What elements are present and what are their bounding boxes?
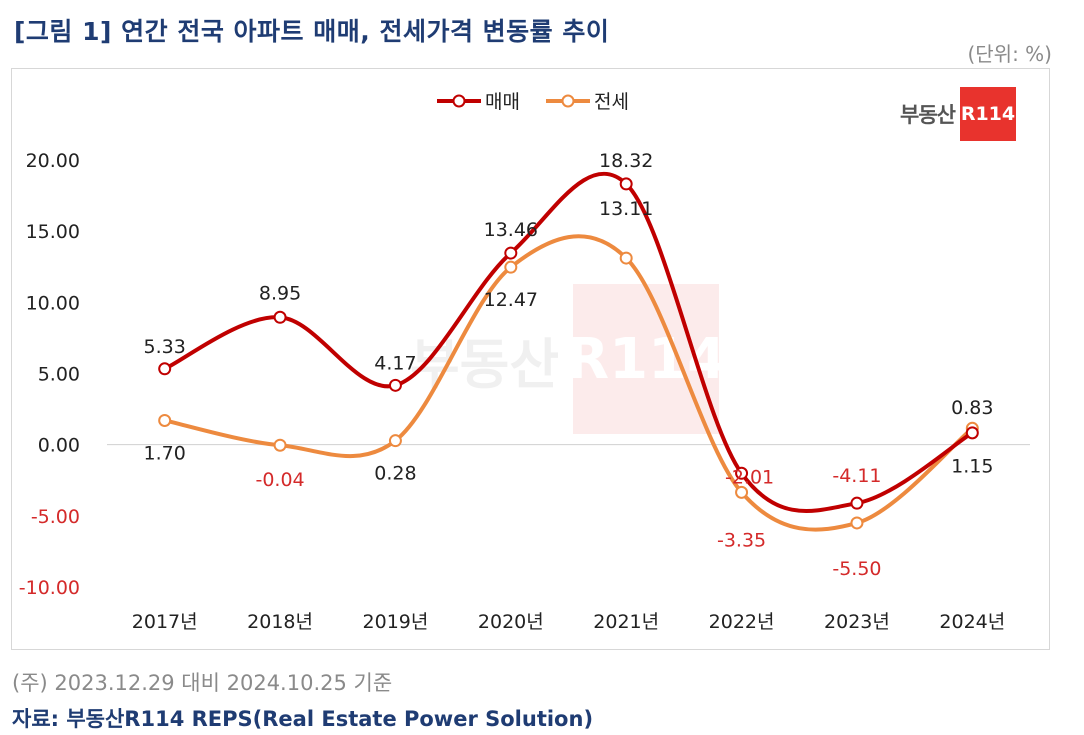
jeonse-point [735,485,749,499]
x-tick-label: 2018년 [247,611,313,633]
r114-logo: 부동산 R114 [900,87,1016,141]
sale-point [388,378,402,392]
x-tick-label: 2020년 [478,611,544,633]
sale-data-label: 0.83 [951,397,993,419]
logo-text: 부동산 [900,103,956,127]
jeonse-data-label: 12.47 [484,289,538,311]
legend-label-jeonse: 전세 [594,91,629,113]
sale-point [850,496,864,510]
sale-point [158,362,172,376]
jeonse-data-label: 0.28 [374,463,416,485]
jeonse-point [388,434,402,448]
jeonse-data-label: 1.70 [144,442,186,464]
legend-label-sale: 매매 [485,91,520,113]
jeonse-point [504,260,518,274]
y-tick-label: 5.00 [38,364,80,386]
x-tick-label: 2023년 [824,611,890,633]
y-tick-label: -10.00 [19,577,80,599]
sale-data-label: 13.46 [484,219,538,241]
footnote: (주) 2023.12.29 대비 2024.10.25 기준 [12,671,393,695]
sale-data-label: 4.17 [374,352,416,374]
sale-data-label: 18.32 [599,150,653,172]
y-tick-label: -5.00 [31,506,80,528]
x-tick-label: 2019년 [363,611,429,633]
x-tick-label: 2021년 [593,611,659,633]
jeonse-data-label: -3.35 [717,529,766,551]
y-tick-label: 20.00 [26,150,80,172]
sale-point [504,246,518,260]
sale-data-label: -2.01 [725,466,774,488]
figure-title: [그림 1] 연간 전국 아파트 매매, 전세가격 변동률 추이 [14,17,610,46]
jeonse-point [619,251,633,265]
sale-point [735,466,749,480]
jeonse-data-label: 13.11 [599,198,653,220]
watermark-box: R114 [566,284,726,434]
sale-data-label: -4.11 [832,465,881,487]
x-tick-label: 2024년 [939,611,1005,633]
series-line-sale [162,171,975,513]
jeonse-data-label: 1.15 [951,455,993,477]
sale-point [273,310,287,324]
sale-point [965,426,979,440]
legend-marker-jeonse [561,94,575,108]
sale-data-label: 8.95 [259,282,301,304]
jeonse-point [158,413,172,427]
x-tick-label: 2017년 [132,611,198,633]
source-line: 자료: 부동산R114 REPS(Real Estate Power Solut… [12,707,594,731]
sale-data-label: 5.33 [144,336,186,358]
series-line-jeonse [162,234,975,532]
unit-label: (단위: %) [967,42,1052,66]
logo-box: R114 [959,87,1016,141]
y-tick-label: 10.00 [26,292,80,314]
sale-point [619,177,633,191]
x-tick-label: 2022년 [709,611,775,633]
legend-marker-sale [452,94,466,108]
jeonse-point [850,516,864,530]
y-tick-label: 15.00 [26,221,80,243]
jeonse-data-label: -5.50 [832,558,881,580]
y-tick-label: 0.00 [38,435,80,457]
jeonse-point [273,438,287,452]
jeonse-data-label: -0.04 [255,469,304,491]
